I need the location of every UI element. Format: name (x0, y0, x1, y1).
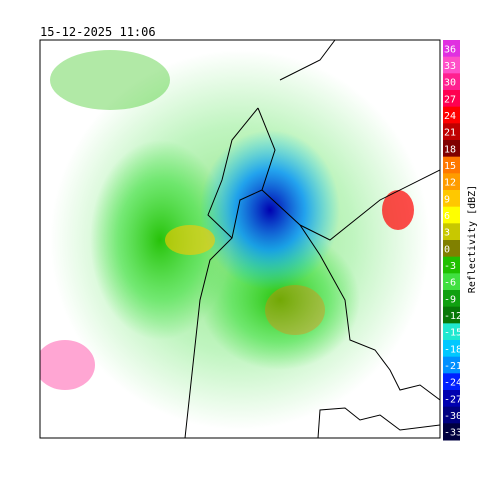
colorbar-tick-label: -3 (444, 261, 456, 272)
colorbar-cell (443, 140, 460, 158)
radar-echoes (40, 40, 440, 438)
colorbar-tick-label: 3 (444, 228, 450, 239)
colorbar-cell (443, 73, 460, 91)
colorbar-tick-label: -27 (444, 394, 462, 405)
colorbar-tick-label: -30 (444, 411, 462, 422)
colorbar-cell (443, 156, 460, 174)
colorbar-cell (443, 190, 460, 208)
colorbar-tick-label: 0 (444, 244, 450, 255)
colorbar-cell (443, 323, 460, 341)
colorbar-cell (443, 206, 460, 224)
colorbar-cell (443, 373, 460, 391)
colorbar-tick-label: 27 (444, 94, 456, 105)
colorbar-cell (443, 173, 460, 191)
colorbar: 3633302724211815129630-3-6-9-12-15-18-21… (443, 40, 462, 441)
colorbar-tick-label: -15 (444, 328, 462, 339)
colorbar-tick-label: 33 (444, 61, 456, 72)
coastline (184, 40, 440, 438)
colorbar-cell (443, 356, 460, 374)
colorbar-cell (443, 106, 460, 124)
colorbar-tick-label: -9 (444, 294, 456, 305)
timestamp: 15-12-2025 11:06 (40, 25, 156, 39)
colorbar-cell (443, 273, 460, 291)
colorbar-cell (443, 340, 460, 358)
colorbar-tick-label: -21 (444, 361, 462, 372)
colorbar-cell (443, 256, 460, 274)
colorbar-tick-label: 6 (444, 211, 450, 222)
colorbar-cell (443, 56, 460, 74)
colorbar-label: Reflectivity [dBZ] (467, 185, 478, 293)
colorbar-tick-label: -33 (444, 428, 462, 439)
echo-field (200, 130, 340, 290)
colorbar-cell (443, 406, 460, 424)
colorbar-cell (443, 306, 460, 324)
colorbar-tick-label: 36 (444, 44, 456, 55)
colorbar-tick-label: 18 (444, 144, 456, 155)
colorbar-tick-label: 12 (444, 178, 456, 189)
colorbar-tick-label: -6 (444, 278, 456, 289)
colorbar-cell (443, 290, 460, 308)
colorbar-tick-label: 30 (444, 78, 456, 89)
echo-field (40, 340, 95, 390)
echo-field (265, 285, 325, 335)
colorbar-tick-label: -24 (444, 378, 462, 389)
colorbar-cell (443, 123, 460, 141)
colorbar-tick-label: -18 (444, 344, 462, 355)
echo-field (50, 50, 170, 110)
colorbar-cell (443, 390, 460, 408)
echo-field (90, 140, 230, 340)
colorbar-tick-label: 24 (444, 111, 456, 122)
colorbar-cell (443, 223, 460, 241)
colorbar-cell (443, 423, 460, 441)
echo-field (382, 190, 414, 230)
echo-field (165, 225, 215, 255)
colorbar-cell (443, 40, 460, 58)
colorbar-cell (443, 240, 460, 258)
colorbar-tick-label: 15 (444, 161, 456, 172)
colorbar-tick-label: 21 (444, 128, 456, 139)
colorbar-cell (443, 90, 460, 108)
plot-frame (39, 39, 441, 439)
colorbar-tick-label: -12 (444, 311, 462, 322)
colorbar-tick-label: 9 (444, 194, 450, 205)
